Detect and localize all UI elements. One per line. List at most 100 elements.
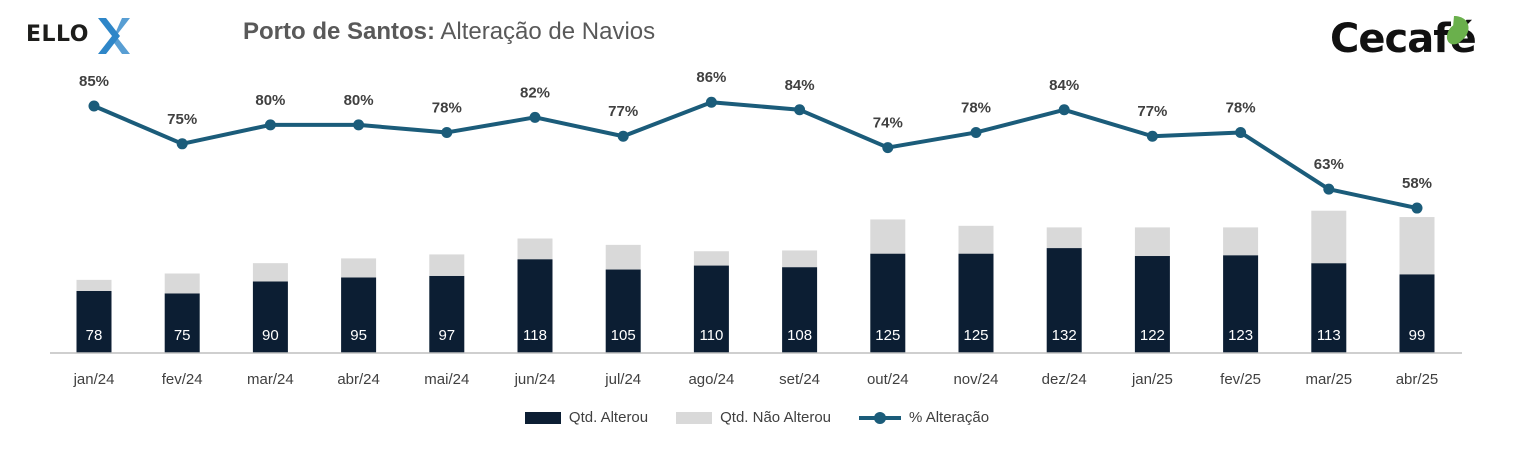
x-tick-label: abr/24 — [337, 371, 380, 388]
bar-not-altered — [1223, 227, 1259, 256]
line-data-label: 80% — [255, 92, 285, 109]
bar-altered — [870, 253, 906, 353]
coffee-leaf-icon — [1446, 16, 1469, 45]
bar-not-altered — [76, 279, 112, 291]
line-data-label: 78% — [961, 99, 991, 116]
line-point — [794, 104, 806, 116]
x-tick-label: jan/24 — [73, 371, 115, 388]
line-point — [705, 96, 717, 108]
x-tick-label: set/24 — [779, 371, 820, 388]
line-data-label: 74% — [873, 115, 903, 132]
x-tick-label: nov/24 — [953, 371, 998, 388]
x-tick-label: ago/24 — [688, 371, 734, 388]
line-point — [88, 100, 100, 112]
x-tick-label: abr/25 — [1396, 371, 1439, 388]
bar-data-label: 125 — [875, 327, 900, 344]
bar-data-label: 125 — [963, 327, 988, 344]
bar-altered — [517, 259, 553, 353]
x-tick-label: fev/25 — [1220, 371, 1261, 388]
legend-swatch-percent — [859, 411, 902, 424]
bar-not-altered — [958, 225, 994, 254]
x-tick-label: fev/24 — [162, 371, 203, 388]
bar-data-label: 118 — [523, 327, 547, 344]
bar-not-altered — [1134, 227, 1170, 257]
bar-altered — [164, 293, 200, 353]
line-point — [353, 119, 365, 131]
chart-area: 78 75 90 95 97 118 105 110 108 125 125 132 122 123 113… — [50, 69, 1462, 388]
bar-not-altered — [782, 250, 818, 268]
bar-data-label: 95 — [350, 327, 367, 344]
ello-x-icon — [98, 18, 130, 54]
bar-not-altered — [605, 244, 641, 270]
x-tick-label: jun/24 — [514, 371, 556, 388]
chart-title-bold: Porto de Santos: — [243, 18, 436, 45]
bar-data-label: 97 — [438, 327, 455, 344]
line-point — [1235, 126, 1247, 138]
line-point — [1411, 202, 1423, 214]
bar-not-altered — [429, 254, 465, 276]
line-data-label: 82% — [520, 84, 550, 101]
bar-not-altered — [517, 238, 553, 260]
line-point — [264, 119, 276, 131]
bar-data-label: 108 — [787, 327, 812, 344]
bar-altered — [1046, 248, 1082, 353]
bar-data-label: 113 — [1317, 327, 1341, 344]
x-tick-label: jan/25 — [1131, 371, 1173, 388]
x-tick-label: dez/24 — [1042, 371, 1087, 388]
legend-item-altered: Qtd. Alterou — [524, 409, 649, 426]
bar-altered — [76, 290, 112, 353]
bar-data-label: 99 — [1409, 327, 1426, 344]
bar-altered — [429, 275, 465, 353]
bar-data-label: 75 — [174, 327, 191, 344]
line-data-label: 78% — [432, 99, 462, 116]
line-series-layer: 85% 75% 80% 80% 78% 82% 77% 86% 84% 74% 78% 84% 77% 7… — [79, 69, 1432, 214]
bar-altered — [782, 267, 818, 353]
line-point — [1058, 104, 1070, 116]
bar-data-label: 110 — [699, 327, 723, 344]
legend-swatch-altered — [524, 411, 561, 424]
bar-altered — [1311, 263, 1347, 353]
line-percent-altered — [93, 100, 1418, 211]
bar-altered — [958, 253, 994, 353]
bar-not-altered — [252, 263, 288, 282]
x-tick-label: out/24 — [867, 371, 909, 388]
bar-altered — [1223, 255, 1259, 353]
ello-logo-text: ELLO — [26, 22, 89, 47]
line-data-label: 84% — [785, 77, 815, 94]
line-data-label: 63% — [1314, 156, 1344, 173]
bar-not-altered — [1046, 227, 1082, 249]
line-data-label: 77% — [1137, 103, 1167, 120]
line-data-label: 75% — [167, 111, 197, 128]
bar-data-label: 132 — [1052, 327, 1077, 344]
legend-item-not-altered: Qtd. Não Alterou — [676, 409, 831, 426]
bar-data-label: 123 — [1228, 327, 1253, 344]
bar-altered — [1134, 256, 1170, 353]
legend: Qtd. Alterou Qtd. Não Alterou % Alteraçã… — [0, 409, 1514, 426]
line-point — [882, 142, 894, 154]
legend-swatch-not-altered — [676, 411, 713, 424]
bar-not-altered — [1311, 210, 1347, 264]
bar-not-altered — [693, 251, 729, 266]
line-data-label: 77% — [608, 103, 638, 120]
bar-data-label: 122 — [1140, 327, 1165, 344]
line-point — [1323, 183, 1335, 195]
bar-not-altered — [1399, 217, 1435, 275]
bar-not-altered — [870, 219, 906, 254]
bar-altered — [693, 265, 729, 353]
line-data-label: 80% — [344, 92, 374, 109]
line-point — [1146, 130, 1158, 142]
line-point — [970, 126, 982, 138]
line-point — [176, 138, 188, 150]
bar-altered — [1399, 274, 1435, 353]
x-tick-label: jul/24 — [604, 371, 641, 388]
cecafe-logo: Cecafé — [1330, 12, 1500, 68]
line-point — [441, 126, 453, 138]
legend-item-percent: % Alteração — [859, 409, 989, 426]
line-point — [617, 130, 629, 142]
legend-label-altered: Qtd. Alterou — [568, 409, 649, 426]
line-point — [529, 111, 541, 123]
chart-title-rest: Alteração de Navios — [440, 18, 656, 45]
line-data-label: 85% — [79, 73, 109, 90]
bar-data-label: 78 — [86, 327, 103, 344]
line-data-label: 84% — [1049, 77, 1079, 94]
